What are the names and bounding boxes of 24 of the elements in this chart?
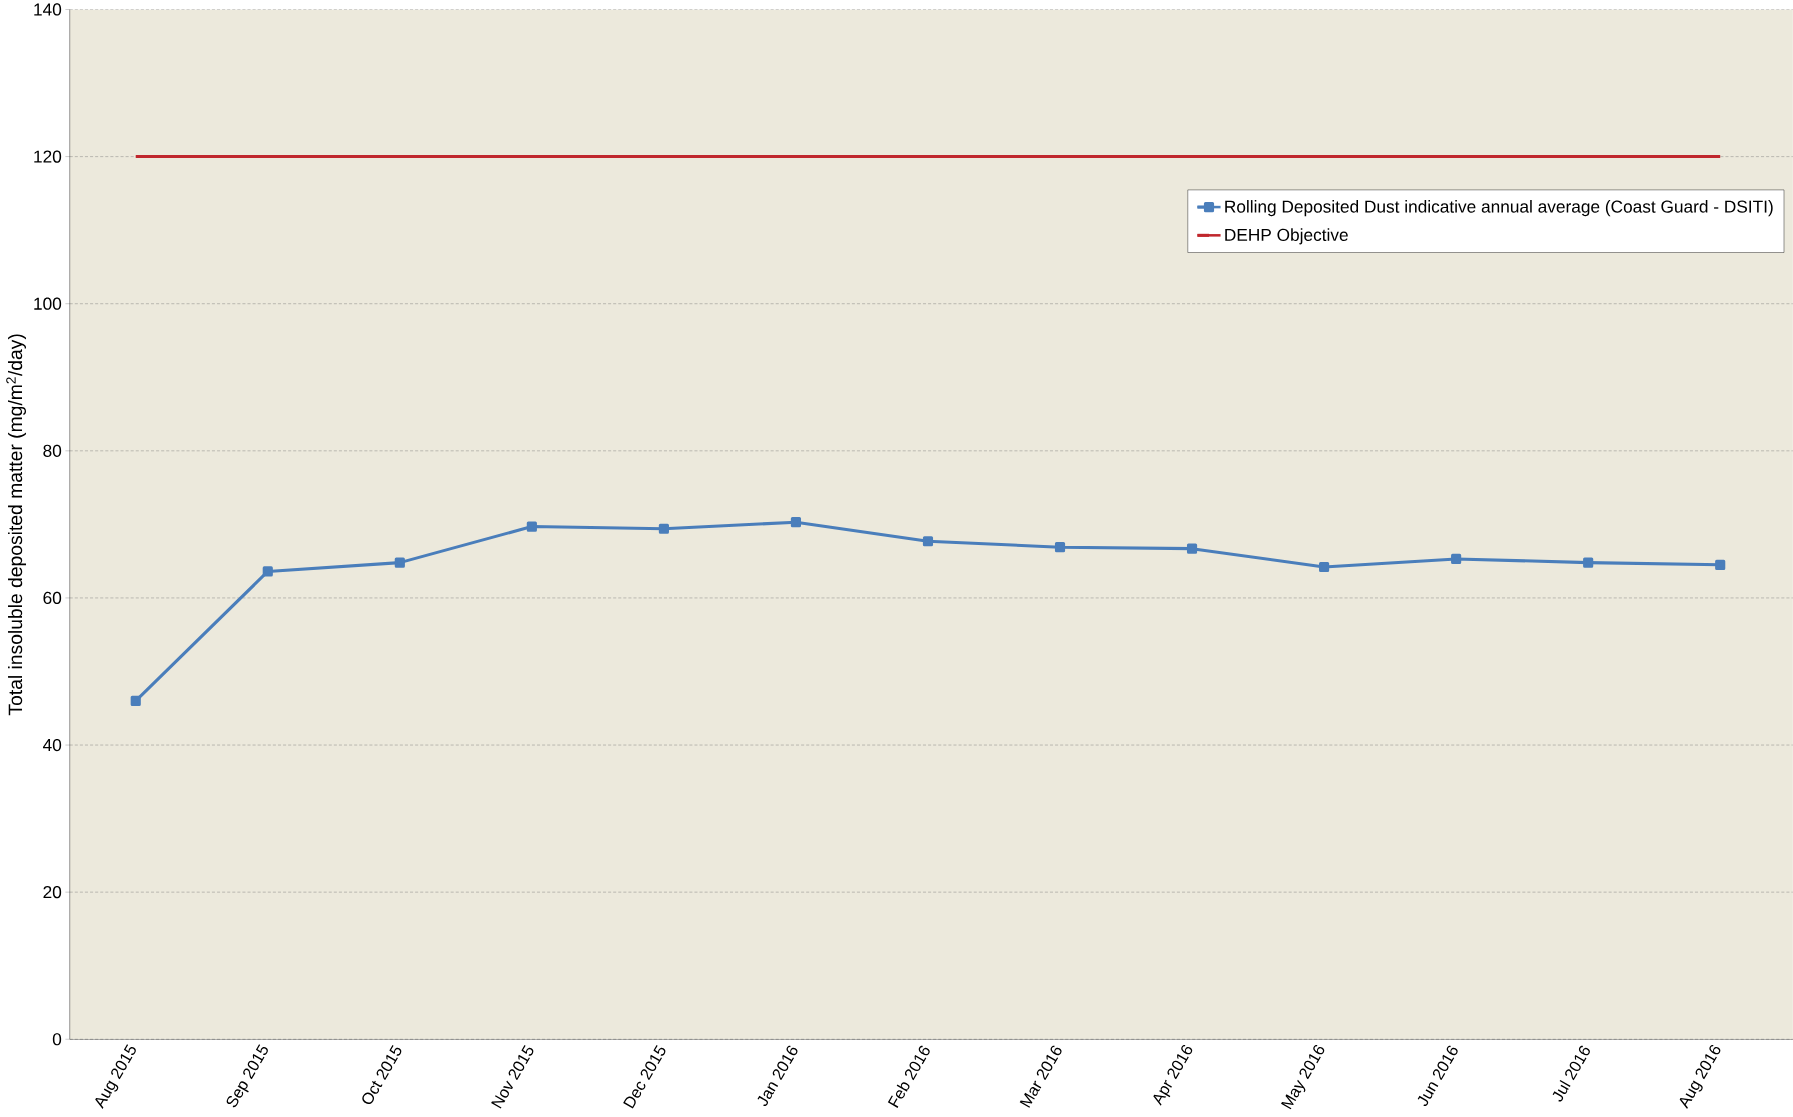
y-tick-label: 40 xyxy=(42,739,62,752)
point xyxy=(1319,562,1330,573)
point xyxy=(1054,542,1066,553)
point xyxy=(394,557,405,568)
y-tick-label: 0 xyxy=(52,1033,62,1046)
point xyxy=(1583,557,1594,568)
y-tick-label: 140 xyxy=(34,3,62,16)
y-tick-label: 120 xyxy=(34,150,62,163)
point xyxy=(658,523,669,534)
legend-label: Rolling Deposited Dust indicative annual average (Coast Guard - DSITI) xyxy=(1225,200,1773,217)
y-tick-label: 60 xyxy=(43,591,62,605)
point xyxy=(262,566,273,577)
y-tick-label: 80 xyxy=(43,444,62,458)
legend-label: DEHP Objective xyxy=(1225,228,1348,245)
point xyxy=(1451,553,1462,565)
point xyxy=(1186,543,1198,554)
y-tick-label: 20 xyxy=(43,886,62,899)
point xyxy=(922,536,934,547)
point xyxy=(790,517,802,528)
y-tick-label: 100 xyxy=(34,297,62,310)
point xyxy=(130,695,141,707)
point xyxy=(526,521,537,532)
y-axis-title: Total insoluble deposited matter (mg/m$^{2}$/day) xyxy=(6,334,27,716)
point xyxy=(1715,559,1726,571)
